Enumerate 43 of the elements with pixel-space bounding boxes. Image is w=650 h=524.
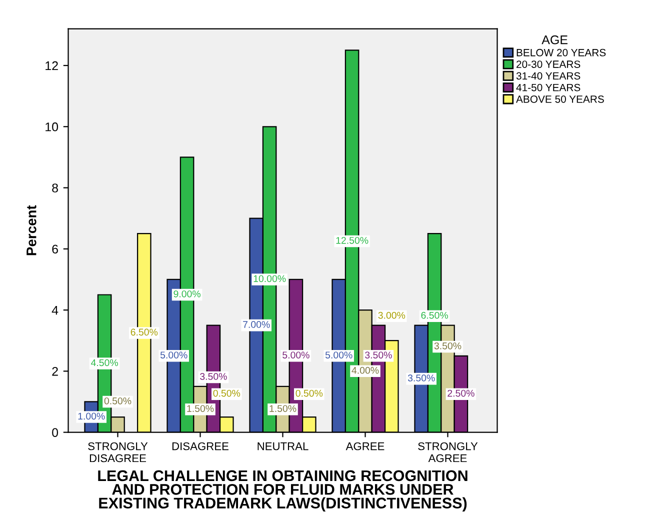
data-label: 3.50% [200,373,227,380]
y-tick-label: 0 [52,428,58,437]
data-label: 3.50% [434,342,462,350]
x-axis-title: LEGAL CHALLENGE IN OBTAINING RECOGNITION AND PROTECTION FOR FLUID MARKS UNDER EXISTING TRADEMARK LAWS(DISTINCTIVENESS) [98,470,468,512]
data-label: 3.50% [408,374,435,382]
legend-label: ABOVE 50 YEARS [516,95,604,103]
y-tick-label: 2 [52,366,58,376]
data-label: 0.50% [296,390,323,397]
x-tick-label: STRONGLY DISAGREE [88,442,148,462]
x-tick-label: STRONGLY AGREE [418,442,478,462]
data-label: 5.00% [282,352,310,358]
data-label: 1.00% [78,412,105,420]
y-tick-label: 10 [46,122,58,132]
legend-label: 41-50 YEARS [516,84,580,92]
y-axis-title: Percent [26,205,36,256]
y-tick-label: 8 [52,184,58,192]
x-tick-label: NEUTRAL [258,442,308,450]
legend-title: AGE [542,35,568,44]
data-label: 5.00% [160,352,188,358]
legend-label: 31-40 YEARS [516,72,580,80]
data-label: 5.00% [325,352,352,358]
data-label: 9.00% [174,290,200,298]
y-tick-label: 12 [46,61,58,70]
x-tick-label: AGREE [346,442,384,450]
y-tick-label: 6 [52,244,58,254]
data-label: 6.50% [130,328,158,336]
data-label: 0.50% [213,390,240,397]
data-label: 6.50% [421,312,448,319]
x-tick-label: DISAGREE [172,442,228,450]
data-label: 3.00% [378,312,406,319]
data-label: 0.50% [104,397,132,404]
data-label: 1.50% [187,405,214,412]
legend-label: 20-30 YEARS [516,60,580,68]
data-label: 7.00% [243,321,270,328]
legend-label: BELOW 20 YEARS [516,48,606,56]
data-label: 3.50% [365,352,392,358]
data-label: 4.50% [90,359,118,366]
data-label: 12.50% [336,236,368,244]
data-label: 1.50% [270,405,296,412]
data-label: 4.00% [352,366,379,374]
data-label: 10.00% [254,275,286,282]
y-tick-label: 4 [52,306,58,315]
data-label: 2.50% [448,390,474,397]
